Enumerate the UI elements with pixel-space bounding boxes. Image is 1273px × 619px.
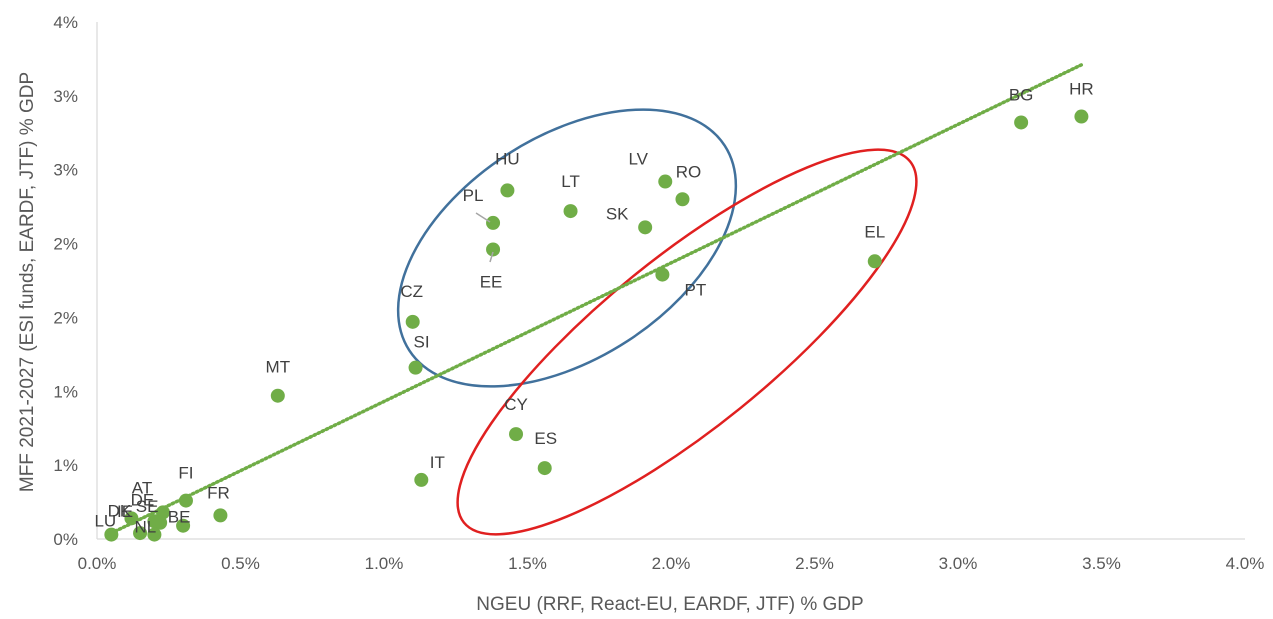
highlight-ellipse-central-eastern: [396, 108, 738, 388]
x-tick-label: 0.0%: [78, 554, 117, 573]
point-label-pt: PT: [685, 281, 707, 300]
point-label-at: AT: [132, 478, 152, 497]
y-tick-label: 3%: [53, 87, 78, 106]
x-axis-title: NGEU (RRF, React-EU, EARDF, JTF) % GDP: [476, 594, 863, 615]
data-point-bg: [1014, 115, 1029, 130]
data-point-pt: [655, 267, 670, 282]
data-point-hr: [1074, 109, 1089, 124]
point-label-si: SI: [414, 333, 430, 352]
x-tick-label: 3.0%: [939, 554, 978, 573]
point-label-de: DE: [131, 490, 155, 509]
x-tick-label: 2.5%: [795, 554, 834, 573]
trendline: [109, 63, 1084, 535]
y-tick-label: 1%: [53, 382, 78, 401]
data-point-si: [408, 360, 423, 375]
point-label-ro: RO: [676, 162, 702, 181]
y-tick-label: 2%: [53, 235, 78, 254]
trendline-group: [109, 63, 1084, 535]
axes: 0.0% 0.5% 1.0% 1.5% 2.0% 2.5% 3.0% 3.5% 4.0% 0% 1%…: [53, 13, 1264, 573]
x-tick-label: 3.5%: [1082, 554, 1121, 573]
data-point-hu: [500, 183, 515, 198]
data-point-mt: [270, 388, 285, 403]
data-point-sk: [638, 220, 653, 235]
point-label-cy: CY: [504, 395, 528, 414]
point-label-ie: IE: [117, 502, 133, 521]
leader-line-pl: [475, 212, 491, 223]
data-point-cz: [405, 314, 420, 329]
point-label-lv: LV: [628, 150, 648, 169]
point-label-fr: FR: [207, 483, 230, 502]
point-label-lt: LT: [561, 172, 580, 191]
highlight-ellipse-southern: [456, 148, 918, 536]
data-point-es: [537, 461, 552, 476]
point-label-sk: SK: [606, 204, 629, 223]
point-label-bg: BG: [1009, 85, 1034, 104]
point-label-cz: CZ: [400, 282, 423, 301]
point-label-hu: HU: [495, 149, 520, 168]
point-label-se: SE: [136, 497, 159, 516]
data-point-be: [176, 518, 191, 533]
point-label-dk: DK: [108, 501, 132, 520]
point-label-hr: HR: [1069, 80, 1094, 99]
y-tick-label: 3%: [53, 161, 78, 180]
data-point-lv: [658, 174, 673, 189]
highlight-ellipses: [396, 108, 918, 536]
data-point-dk: [124, 511, 139, 526]
data-point-lt: [563, 204, 578, 219]
point-label-it: IT: [430, 453, 445, 472]
y-axis-title: MFF 2021-2027 (ESI funds, EARDF, JTF) % …: [17, 72, 38, 492]
x-tick-label: 0.5%: [221, 554, 260, 573]
data-point-nl: [147, 527, 162, 542]
data-point-it: [414, 472, 429, 487]
y-tick-label: 4%: [53, 13, 78, 32]
point-label-ee: EE: [480, 272, 503, 291]
data-points: [104, 109, 1089, 542]
data-point-fr: [213, 508, 228, 523]
point-label-be: BE: [168, 508, 191, 527]
data-point-ee: [486, 242, 501, 257]
x-tick-label: 1.0%: [365, 554, 404, 573]
data-point-ie: [133, 526, 148, 541]
x-tick-label: 1.5%: [508, 554, 547, 573]
point-labels: HR BG EL RO LV PT SK LT HU PL EE CZ SI ES CY IT MT FR FI BE…: [94, 80, 1093, 537]
data-point-fi: [178, 493, 193, 508]
data-point-de: [147, 514, 162, 529]
point-label-pl: PL: [463, 186, 484, 205]
point-label-el: EL: [864, 222, 885, 241]
y-tick-label: 0%: [53, 530, 78, 549]
point-label-lu: LU: [94, 512, 116, 531]
point-label-nl: NL: [135, 518, 157, 537]
point-label-es: ES: [534, 429, 557, 448]
x-tick-label: 4.0%: [1226, 554, 1265, 573]
data-point-cy: [509, 427, 524, 442]
x-tick-label: 2.0%: [652, 554, 691, 573]
data-point-pl: [486, 215, 501, 230]
leader-line-ee: [489, 251, 494, 263]
data-point-el: [867, 254, 882, 269]
data-point-ro: [675, 192, 690, 207]
y-tick-label: 2%: [53, 308, 78, 327]
point-label-fi: FI: [178, 464, 193, 483]
data-point-lu: [104, 527, 119, 542]
point-label-mt: MT: [266, 358, 291, 377]
y-tick-label: 1%: [53, 456, 78, 475]
